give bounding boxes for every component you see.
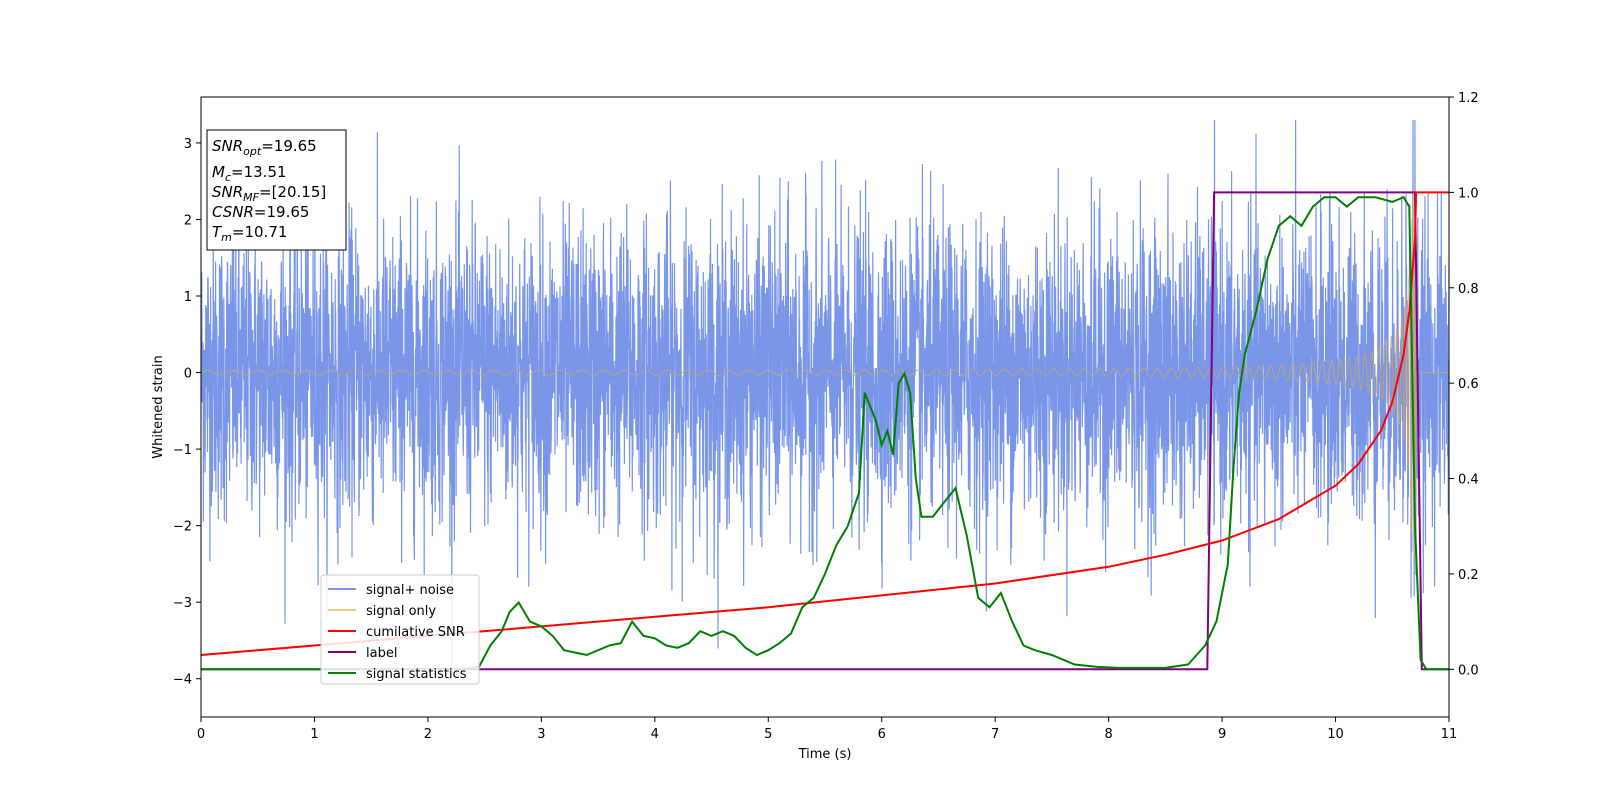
annotation-line: SNRMF=[20.15] (212, 183, 326, 204)
annotation-subscript: opt (243, 145, 262, 158)
annotation-value: =19.65 (261, 137, 317, 155)
y-tick-label: 3 (184, 137, 192, 152)
x-tick-label: 1 (310, 727, 318, 742)
y2-tick-label: 0.8 (1458, 282, 1479, 297)
annotation-line: Mc=13.51 (212, 163, 287, 184)
x-axis-label: Time (s) (798, 747, 852, 762)
y-tick-label: 1 (184, 290, 192, 305)
y-axis-left: 3 2 1 0 −1 −2 −3 −4 (173, 137, 201, 688)
annotation-value: =[20.15] (259, 183, 326, 201)
legend-label: signal only (366, 604, 436, 619)
x-tick-label: 4 (651, 727, 659, 742)
annotation-value: =10.71 (232, 223, 288, 241)
x-tick-label: 3 (537, 727, 545, 742)
annotation-symbol: M (212, 163, 225, 181)
y-axis-right: 0.0 0.2 0.4 0.6 0.8 1.0 1.2 (1449, 91, 1479, 678)
annotation-value: =19.65 (254, 203, 310, 221)
annotation-symbol: SNR (212, 183, 243, 201)
annotation-symbol: T (212, 223, 223, 241)
series-signal-statistics (201, 195, 1449, 671)
legend-label: signal+ noise (366, 583, 454, 598)
legend-frame (320, 574, 480, 685)
annotation-symbol: CSNR (212, 203, 254, 221)
y2-tick-label: 1.0 (1458, 186, 1479, 201)
y2-tick-label: 0.2 (1458, 568, 1479, 583)
series-cumilative-snr (201, 191, 1449, 656)
plot-area (201, 119, 1449, 671)
annotation-subscript: m (221, 231, 232, 244)
x-axis: 0 1 2 3 4 5 6 7 8 9 10 11 (197, 717, 1457, 742)
x-tick-label: 11 (1441, 727, 1458, 742)
y2-tick-label: 0.6 (1458, 377, 1479, 392)
annotation-symbol: SNR (212, 137, 243, 155)
y-tick-label: −4 (173, 673, 192, 688)
x-tick-label: 10 (1327, 727, 1344, 742)
x-tick-label: 5 (764, 727, 772, 742)
y-axis-label: Whitened strain (151, 355, 166, 458)
y-tick-label: −1 (173, 443, 192, 458)
y-tick-label: −2 (173, 520, 192, 535)
plot-frame (200, 96, 1450, 718)
y2-tick-label: 0.4 (1458, 473, 1479, 488)
annotation-box: SNRopt=19.65Mc=13.51SNRMF=[20.15]CSNR=19… (206, 129, 347, 251)
legend-label: signal statistics (366, 667, 467, 682)
legend: signal+ noise signal only cumilative SNR la… (320, 574, 480, 685)
annotation-line: CSNR=19.65 (212, 203, 309, 221)
legend-label: label (366, 646, 397, 661)
x-tick-label: 8 (1104, 727, 1112, 742)
x-tick-label: 2 (424, 727, 432, 742)
x-tick-label: 0 (197, 727, 205, 742)
x-tick-label: 7 (991, 727, 999, 742)
annotation-value: =13.51 (231, 163, 287, 181)
y-tick-label: 2 (184, 213, 192, 228)
y2-tick-label: 1.2 (1458, 91, 1479, 106)
x-tick-label: 6 (878, 727, 886, 742)
x-tick-label: 9 (1218, 727, 1226, 742)
annotation-frame (206, 129, 347, 251)
y-tick-label: 0 (184, 367, 192, 382)
annotation-subscript: MF (243, 191, 259, 204)
y2-tick-label: 0.0 (1458, 663, 1479, 678)
legend-label: cumilative SNR (366, 625, 465, 640)
y-tick-label: −3 (173, 596, 192, 611)
annotation-line: Tm=10.71 (212, 223, 287, 244)
annotation-subscript: c (225, 171, 231, 184)
annotation-line: SNRopt=19.65 (212, 137, 317, 158)
